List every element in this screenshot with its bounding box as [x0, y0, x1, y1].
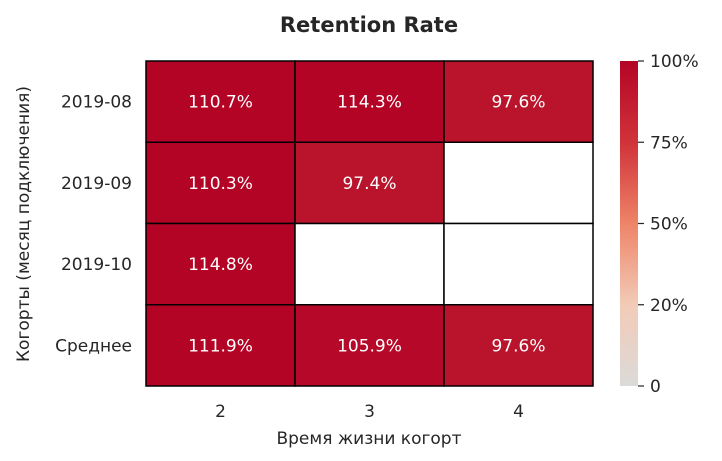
cell-value-label: 97.6%	[491, 93, 545, 113]
heatmap-cell	[443, 304, 594, 387]
colorbar-tick-label: 100%	[650, 52, 699, 72]
y-axis-ticks: 2019-08 2019-09 2019-10 Среднее	[55, 93, 132, 357]
cell-value-label: 110.3%	[188, 174, 253, 194]
colorbar-tick-label: 20%	[650, 296, 688, 316]
cell-value-label: 110.7%	[188, 93, 253, 113]
y-tick-label: 2019-09	[61, 174, 132, 194]
colorbar-tick-label: 50%	[650, 215, 688, 235]
cell-value-label: 105.9%	[337, 336, 402, 356]
heatmap-cell	[145, 141, 296, 225]
heatmap-cell	[145, 304, 296, 387]
x-axis-ticks: 2 3 4	[215, 402, 524, 422]
x-axis-label: Время жизни когорт	[276, 429, 461, 449]
y-tick-label: Среднее	[55, 336, 132, 356]
heatmap-cell	[443, 141, 594, 225]
cell-value-label: 114.3%	[337, 93, 402, 113]
x-tick-label: 3	[364, 402, 375, 422]
colorbar-ticks: 0 20% 50% 75% 100%	[638, 52, 699, 397]
colorbar-tick-label: 75%	[650, 133, 688, 153]
cell-value-label: 114.8%	[188, 255, 253, 275]
heatmap-cell-labels: 110.7% 114.3% 97.6% 110.3% 97.4% 114.8% 111.9%…	[188, 93, 545, 357]
y-tick-label: 2019-08	[61, 93, 132, 113]
x-tick-label: 4	[513, 402, 524, 422]
cell-value-label: 97.4%	[342, 174, 396, 194]
cell-value-label: 97.6%	[491, 336, 545, 356]
heatmap-cell	[145, 60, 296, 143]
heatmap-cells	[145, 60, 594, 387]
heatmap-cell	[294, 222, 445, 306]
heatmap-cell	[294, 60, 445, 143]
heatmap-cell	[443, 222, 594, 306]
y-axis-label: Когорты (месяц подключения)	[14, 86, 34, 362]
colorbar	[620, 61, 638, 386]
x-tick-label: 2	[215, 402, 226, 422]
y-tick-label: 2019-10	[61, 255, 132, 275]
heatmap-cell	[443, 60, 594, 143]
cell-value-label: 111.9%	[188, 336, 253, 356]
chart-title: Retention Rate	[280, 13, 458, 37]
colorbar-tick-label: 0	[650, 377, 661, 397]
